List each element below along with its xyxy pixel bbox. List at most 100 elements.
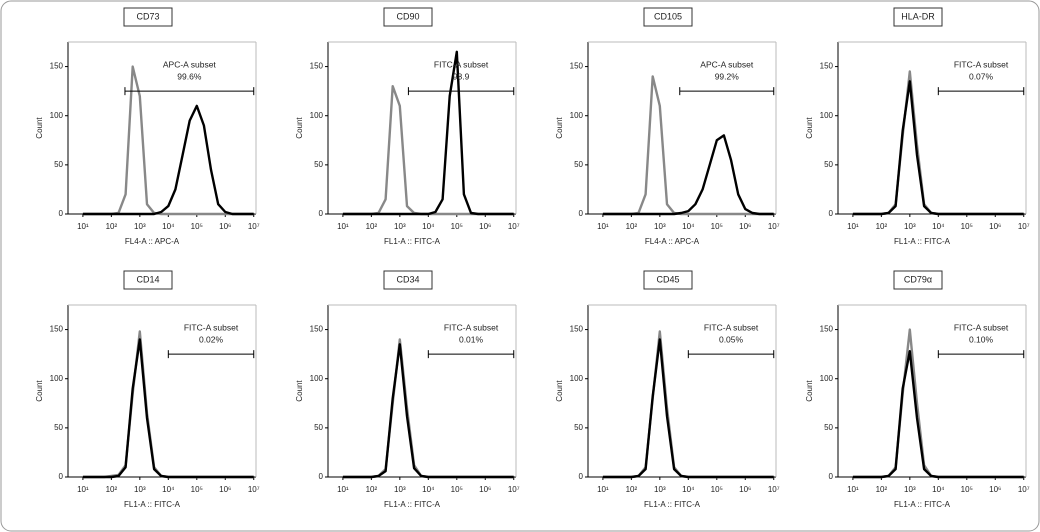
x-tick-label: 10¹ <box>77 222 89 231</box>
y-tick-label: 0 <box>59 209 64 218</box>
gate-label: FITC-A subset <box>954 322 1009 332</box>
x-tick-label: 10³ <box>394 222 406 231</box>
x-tick-label: 10⁵ <box>961 485 973 494</box>
y-axis-label: Count <box>555 117 564 139</box>
y-tick-label: 0 <box>319 209 324 218</box>
histogram-line <box>82 338 254 479</box>
title-box <box>383 270 433 290</box>
title-box <box>893 7 943 27</box>
title-box <box>123 7 173 27</box>
x-tick-label: 10⁷ <box>508 485 520 494</box>
x-tick-label: 10² <box>366 485 378 494</box>
x-tick-label: 10⁴ <box>932 485 945 494</box>
x-tick-label: 10⁴ <box>162 485 175 494</box>
panel-title: CD79α <box>904 274 932 284</box>
panel-title: CD45 <box>656 274 679 284</box>
x-tick-label: 10¹ <box>77 485 89 494</box>
title-box <box>643 7 693 27</box>
x-tick-label: 10² <box>106 222 118 231</box>
y-tick-label: 100 <box>570 374 584 383</box>
y-tick-label: 100 <box>310 374 324 383</box>
gate-label: FITC-A subset <box>704 322 759 332</box>
x-tick-label: 10⁷ <box>768 485 780 494</box>
gate-value: 0.07% <box>969 71 994 81</box>
gate-label: APC-A subset <box>163 59 217 69</box>
x-tick-label: 10⁶ <box>479 222 491 231</box>
panel: CD45 0 50 100 150 10¹ 10² 10³ 10⁴ 10⁵ 10⁶ 10⁷ FL1-A … <box>555 270 780 509</box>
title-box <box>643 270 693 290</box>
y-tick-label: 150 <box>50 62 64 71</box>
x-tick-label: 10⁶ <box>739 485 751 494</box>
y-tick-label: 0 <box>579 209 584 218</box>
gate-label: FITC-A subset <box>444 322 499 332</box>
y-axis-label: Count <box>35 117 44 139</box>
x-tick-label: 10² <box>106 485 118 494</box>
x-tick-label: 10³ <box>134 222 146 231</box>
y-axis-label: Count <box>555 380 564 402</box>
x-tick-label: 10³ <box>654 222 666 231</box>
gate-value: 0.02% <box>199 334 224 344</box>
title-box <box>893 270 943 290</box>
x-tick-label: 10¹ <box>847 485 859 494</box>
x-axis-label: FL1-A :: FITC-A <box>384 237 441 246</box>
x-axis-label: FL1-A :: FITC-A <box>384 500 441 509</box>
x-tick-label: 10⁷ <box>248 222 260 231</box>
x-tick-label: 10¹ <box>337 485 349 494</box>
y-tick-label: 100 <box>310 111 324 120</box>
histogram-line <box>852 80 1024 216</box>
x-tick-label: 10⁶ <box>479 485 491 494</box>
y-tick-label: 150 <box>820 62 834 71</box>
x-tick-label: 10⁷ <box>1018 485 1030 494</box>
x-tick-label: 10⁷ <box>768 222 780 231</box>
x-axis-label: FL4-A :: APC-A <box>645 237 700 246</box>
x-axis-label: FL1-A :: FITC-A <box>894 500 951 509</box>
y-tick-label: 50 <box>824 160 833 169</box>
panel-title: CD14 <box>136 274 159 284</box>
x-tick-label: 10⁶ <box>989 222 1001 231</box>
x-tick-label: 10³ <box>394 485 406 494</box>
y-tick-label: 150 <box>50 325 64 334</box>
x-tick-label: 10³ <box>904 485 916 494</box>
x-tick-label: 10⁵ <box>711 222 723 231</box>
x-tick-label: 10³ <box>904 222 916 231</box>
y-tick-label: 100 <box>820 374 834 383</box>
gate-label: FITC-A subset <box>434 59 489 69</box>
x-tick-label: 10⁵ <box>191 485 203 494</box>
x-tick-label: 10⁴ <box>422 485 435 494</box>
y-tick-label: 150 <box>570 62 584 71</box>
panel: CD34 0 50 100 150 10¹ 10² 10³ 10⁴ 10⁵ 10⁶ 10⁷ FL1-A … <box>295 270 520 509</box>
gate-value: 99.2% <box>715 71 740 81</box>
y-axis-label: Count <box>295 117 304 139</box>
gate-value: 99.6% <box>177 71 202 81</box>
panel: CD79α 0 50 100 150 10¹ 10² 10³ 10⁴ 10⁵ 10⁶ 10⁷ FL1-A… <box>805 270 1030 509</box>
y-tick-label: 100 <box>50 374 64 383</box>
y-tick-label: 0 <box>319 472 324 481</box>
histogram-line <box>852 350 1024 479</box>
y-tick-label: 0 <box>59 472 64 481</box>
y-tick-label: 50 <box>54 160 63 169</box>
gate-value: 0.01% <box>459 334 484 344</box>
y-tick-label: 150 <box>310 62 324 71</box>
panel-title: CD105 <box>654 11 682 21</box>
histogram-line <box>602 134 774 216</box>
y-tick-label: 50 <box>824 423 833 432</box>
x-tick-label: 10⁶ <box>219 222 231 231</box>
x-tick-label: 10⁴ <box>162 222 175 231</box>
y-tick-label: 50 <box>574 160 583 169</box>
panel-title: CD34 <box>396 274 419 284</box>
x-tick-label: 10⁵ <box>711 485 723 494</box>
gate-value: 98.9 <box>453 71 470 81</box>
x-tick-label: 10³ <box>654 485 666 494</box>
gate-label: FITC-A subset <box>954 59 1009 69</box>
panel-title: CD73 <box>136 11 159 21</box>
y-tick-label: 50 <box>54 423 63 432</box>
panel: CD105 0 50 100 150 10¹ 10² 10³ 10⁴ 10⁵ 10⁶ 10⁷ FL4-A… <box>555 7 780 246</box>
x-tick-label: 10² <box>366 222 378 231</box>
x-axis-label: FL4-A :: APC-A <box>125 237 180 246</box>
y-axis-label: Count <box>805 380 814 402</box>
y-tick-label: 100 <box>570 111 584 120</box>
x-axis-label: FL1-A :: FITC-A <box>124 500 181 509</box>
histogram-line <box>82 104 254 216</box>
y-axis-label: Count <box>35 380 44 402</box>
